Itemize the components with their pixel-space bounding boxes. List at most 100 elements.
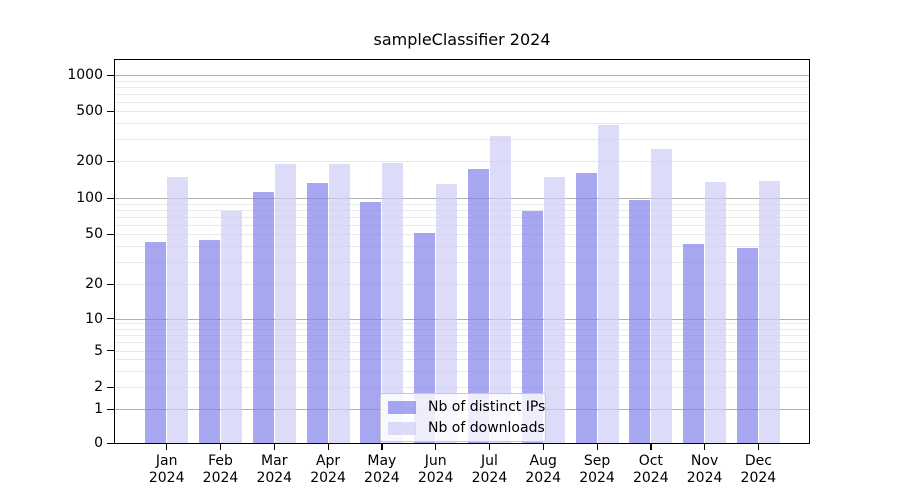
- legend: Nb of distinct IPs Nb of downloads: [380, 393, 546, 442]
- x-tick-aug: [542, 443, 545, 450]
- x-tick-dec: [757, 443, 760, 450]
- y-tick-2: [107, 386, 114, 388]
- gridline-7: [115, 335, 809, 337]
- gridline-30: [115, 262, 809, 264]
- bar-distinct-ips-mar: [252, 191, 274, 443]
- x-tick-feb: [219, 443, 222, 450]
- legend-label-downloads: Nb of downloads: [428, 420, 545, 436]
- x-tick-jun: [435, 443, 437, 450]
- x-tick-label-jun: Jun 2024: [417, 453, 454, 486]
- y-tick-0: [107, 442, 114, 444]
- y-tick-5: [107, 350, 114, 352]
- x-tick-label-sep: Sep 2024: [579, 453, 615, 486]
- gridline-60: [115, 224, 809, 226]
- y-tick-1: [107, 408, 114, 411]
- y-tick-50: [107, 233, 114, 236]
- gridline-5: [115, 350, 809, 352]
- y-tick-10: [107, 318, 114, 320]
- y-tick-100: [107, 197, 114, 200]
- bar-distinct-ips-aug: [521, 210, 543, 443]
- bar-distinct-ips-feb: [198, 239, 220, 443]
- y-tick-label-20: 20: [85, 276, 103, 293]
- gridline-900: [115, 80, 809, 82]
- x-tick-label-mar: Mar 2024: [256, 453, 293, 486]
- bar-downloads-sep: [597, 125, 619, 443]
- bar-downloads-dec: [758, 180, 780, 443]
- x-tick-label-aug: Aug 2024: [525, 453, 562, 486]
- gridline-3: [115, 370, 809, 372]
- y-tick-label-2: 2: [94, 379, 103, 396]
- gridline-40: [115, 246, 809, 248]
- bar-downloads-jan: [167, 177, 189, 443]
- gridline-90: [115, 203, 809, 205]
- x-tick-mar: [273, 443, 276, 450]
- bar-distinct-ips-dec: [736, 247, 758, 443]
- gridline-800: [115, 86, 809, 88]
- y-tick-label-1000: 1000: [67, 67, 103, 84]
- bar-distinct-ips-jun: [414, 233, 436, 443]
- legend-row-distinct-ips: Nb of distinct IPs: [388, 400, 545, 414]
- gridline-600: [115, 101, 809, 103]
- gridline-700: [115, 93, 809, 95]
- y-tick-label-500: 500: [76, 103, 103, 120]
- x-tick-apr: [327, 443, 329, 450]
- y-tick-20: [107, 283, 114, 285]
- gridline-400: [115, 123, 809, 125]
- y-tick-label-50: 50: [85, 226, 103, 243]
- x-tick-label-nov: Nov 2024: [686, 453, 723, 486]
- bar-downloads-jun: [436, 184, 458, 443]
- x-tick-jan: [166, 443, 168, 450]
- bar-downloads-oct: [651, 148, 673, 443]
- gridline-6: [115, 342, 809, 344]
- bar-downloads-apr: [328, 163, 350, 443]
- x-tick-jul: [488, 443, 491, 450]
- bar-downloads-may: [382, 163, 404, 443]
- gridline-50: [115, 234, 809, 236]
- bar-downloads-nov: [705, 181, 727, 443]
- bar-downloads-feb: [220, 210, 242, 443]
- y-tick-label-0: 0: [94, 435, 103, 451]
- plot-area: Jan 2024 Feb 2024 Mar 2024 Apr 2024 May 2024 Jun 20…: [67, 59, 810, 486]
- bar-distinct-ips-may: [360, 202, 382, 443]
- gridline-200: [115, 161, 809, 163]
- x-tick-sep: [596, 443, 598, 450]
- gridline-2: [115, 387, 809, 389]
- x-tick-label-apr: Apr 2024: [310, 453, 346, 486]
- y-tick-label-100: 100: [76, 190, 103, 207]
- bar-distinct-ips-oct: [629, 200, 651, 443]
- x-tick-label-jul: Jul 2024: [471, 453, 508, 486]
- gridline-1000: [115, 75, 809, 77]
- gridline-20: [115, 284, 809, 286]
- legend-swatch-downloads: [388, 421, 416, 435]
- x-tick-label-dec: Dec 2024: [740, 453, 777, 486]
- chart-title: sampleClassifier 2024: [373, 30, 551, 49]
- gridline-80: [115, 209, 809, 211]
- legend-label-distinct-ips: Nb of distinct IPs: [428, 399, 546, 415]
- bar-distinct-ips-apr: [306, 182, 328, 443]
- y-tick-500: [107, 110, 114, 112]
- bar-distinct-ips-jul: [467, 168, 489, 443]
- gridline-300: [115, 138, 809, 140]
- y-tick-label-10: 10: [85, 310, 103, 327]
- x-tick-label-oct: Oct 2024: [632, 453, 669, 486]
- bar-distinct-ips-jan: [145, 242, 167, 443]
- y-tick-label-5: 5: [94, 342, 103, 359]
- x-tick-oct: [650, 443, 652, 450]
- bar-downloads-aug: [543, 177, 565, 443]
- x-tick-label-jan: Jan 2024: [148, 453, 185, 486]
- bar-distinct-ips-nov: [683, 243, 705, 443]
- x-tick-label-feb: Feb 2024: [202, 453, 239, 486]
- x-tick-may: [381, 443, 383, 450]
- legend-row-downloads: Nb of downloads: [388, 421, 545, 435]
- bar-downloads-mar: [274, 163, 296, 443]
- y-tick-200: [107, 160, 114, 162]
- bar-distinct-ips-sep: [575, 173, 597, 443]
- y-tick-label-200: 200: [76, 153, 103, 170]
- x-tick-label-may: May 2024: [364, 453, 400, 486]
- legend-swatch-distinct-ips: [388, 400, 416, 414]
- gridline-10: [115, 318, 809, 320]
- gridline-100: [115, 198, 809, 200]
- gridline-70: [115, 216, 809, 218]
- gridline-8: [115, 328, 809, 330]
